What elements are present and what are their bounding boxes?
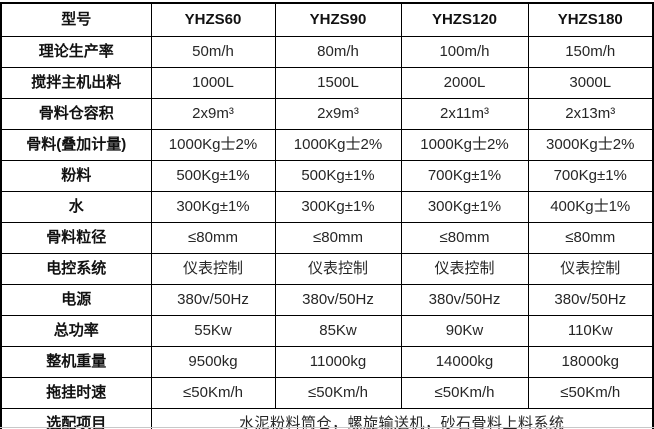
cell-value: 380v/50Hz (400, 284, 529, 316)
row-label: 搅拌主机出料 (0, 67, 152, 99)
cell-value: 380v/50Hz (274, 284, 402, 316)
cell-value: 1500L (274, 67, 402, 99)
cell-value: 380v/50Hz (527, 284, 654, 316)
cell-value: 3000Kg士2% (527, 129, 654, 161)
cell-value: 700Kg±1% (527, 160, 654, 192)
cell-value: ≤80mm (150, 222, 276, 254)
cell-value: ≤80mm (274, 222, 402, 254)
cell-value: 2000L (400, 67, 529, 99)
cell-value: 300Kg±1% (274, 191, 402, 223)
cell-value: 14000kg (400, 346, 529, 378)
header-model-yhzs120: YHZS120 (400, 2, 529, 37)
cell-value: ≤50Km/h (274, 377, 402, 409)
row-label: 电控系统 (0, 253, 152, 285)
cell-value: 150m/h (527, 36, 654, 68)
optional-items-value: 水泥粉料筒仓，螺旋输送机，砂石骨料上料系统 (150, 408, 654, 429)
cell-value: 2x9m³ (150, 98, 276, 130)
cell-value: 仪表控制 (400, 253, 529, 285)
cell-value: 500Kg±1% (150, 160, 276, 192)
cell-value: 700Kg±1% (400, 160, 529, 192)
cell-value: 2x9m³ (274, 98, 402, 130)
cell-value: 110Kw (527, 315, 654, 347)
row-label: 整机重量 (0, 346, 152, 378)
cell-value: 55Kw (150, 315, 276, 347)
cell-value: 1000L (150, 67, 276, 99)
cell-value: 500Kg±1% (274, 160, 402, 192)
header-model-yhzs60: YHZS60 (150, 2, 276, 37)
table-row-mixer-discharge: 搅拌主机出料 1000L 1500L 2000L 3000L (0, 67, 654, 99)
cell-value: 9500kg (150, 346, 276, 378)
table-row-control-system: 电控系统 仪表控制 仪表控制 仪表控制 仪表控制 (0, 253, 654, 285)
cell-value: 300Kg±1% (150, 191, 276, 223)
row-label: 选配项目 (0, 408, 152, 429)
cell-value: 2x11m³ (400, 98, 529, 130)
row-label: 总功率 (0, 315, 152, 347)
row-label: 水 (0, 191, 152, 223)
cell-value: 仪表控制 (527, 253, 654, 285)
table-row-machine-weight: 整机重量 9500kg 11000kg 14000kg 18000kg (0, 346, 654, 378)
cell-value: 300Kg±1% (400, 191, 529, 223)
cell-value: 11000kg (274, 346, 402, 378)
table-row-aggregate-bin-capacity: 骨料仓容积 2x9m³ 2x9m³ 2x11m³ 2x13m³ (0, 98, 654, 130)
cell-value: 仪表控制 (274, 253, 402, 285)
cell-value: 18000kg (527, 346, 654, 378)
row-label: 电源 (0, 284, 152, 316)
cell-value: 100m/h (400, 36, 529, 68)
row-label: 粉料 (0, 160, 152, 192)
table-row-power-supply: 电源 380v/50Hz 380v/50Hz 380v/50Hz 380v/50… (0, 284, 654, 316)
row-label: 骨料粒径 (0, 222, 152, 254)
cell-value: 1000Kg士2% (400, 129, 529, 161)
table-header-row: 型号 YHZS60 YHZS90 YHZS120 YHZS180 (0, 2, 654, 37)
cell-value: 仪表控制 (150, 253, 276, 285)
table-row-water: 水 300Kg±1% 300Kg±1% 300Kg±1% 400Kg士1% (0, 191, 654, 223)
cell-value: ≤50Km/h (400, 377, 529, 409)
cell-value: 400Kg士1% (527, 191, 654, 223)
cell-value: 85Kw (274, 315, 402, 347)
table-row-aggregate-size: 骨料粒径 ≤80mm ≤80mm ≤80mm ≤80mm (0, 222, 654, 254)
row-label: 理论生产率 (0, 36, 152, 68)
header-model-yhzs180: YHZS180 (527, 2, 654, 37)
row-label: 骨料仓容积 (0, 98, 152, 130)
cell-value: 90Kw (400, 315, 529, 347)
table-row-optional-items: 选配项目 水泥粉料筒仓，螺旋输送机，砂石骨料上料系统 (0, 408, 654, 429)
table-row-total-power: 总功率 55Kw 85Kw 90Kw 110Kw (0, 315, 654, 347)
table-row-powder: 粉料 500Kg±1% 500Kg±1% 700Kg±1% 700Kg±1% (0, 160, 654, 192)
cell-value: ≤50Km/h (150, 377, 276, 409)
cell-value: ≤50Km/h (527, 377, 654, 409)
row-label: 骨料(叠加计量) (0, 129, 152, 161)
header-model-label: 型号 (0, 2, 152, 37)
table-row-productivity: 理论生产率 50m/h 80m/h 100m/h 150m/h (0, 36, 654, 68)
cell-value: ≤80mm (400, 222, 529, 254)
table-row-aggregate-weighing: 骨料(叠加计量) 1000Kg士2% 1000Kg士2% 1000Kg士2% 3… (0, 129, 654, 161)
table-row-towing-speed: 拖挂时速 ≤50Km/h ≤50Km/h ≤50Km/h ≤50Km/h (0, 377, 654, 409)
cell-value: 50m/h (150, 36, 276, 68)
header-model-yhzs90: YHZS90 (274, 2, 402, 37)
cell-value: 1000Kg士2% (274, 129, 402, 161)
row-label: 拖挂时速 (0, 377, 152, 409)
cell-value: ≤80mm (527, 222, 654, 254)
spreadsheet-gridline (0, 427, 654, 428)
cell-value: 380v/50Hz (150, 284, 276, 316)
cell-value: 2x13m³ (527, 98, 654, 130)
cell-value: 1000Kg士2% (150, 129, 276, 161)
cell-value: 80m/h (274, 36, 402, 68)
cell-value: 3000L (527, 67, 654, 99)
